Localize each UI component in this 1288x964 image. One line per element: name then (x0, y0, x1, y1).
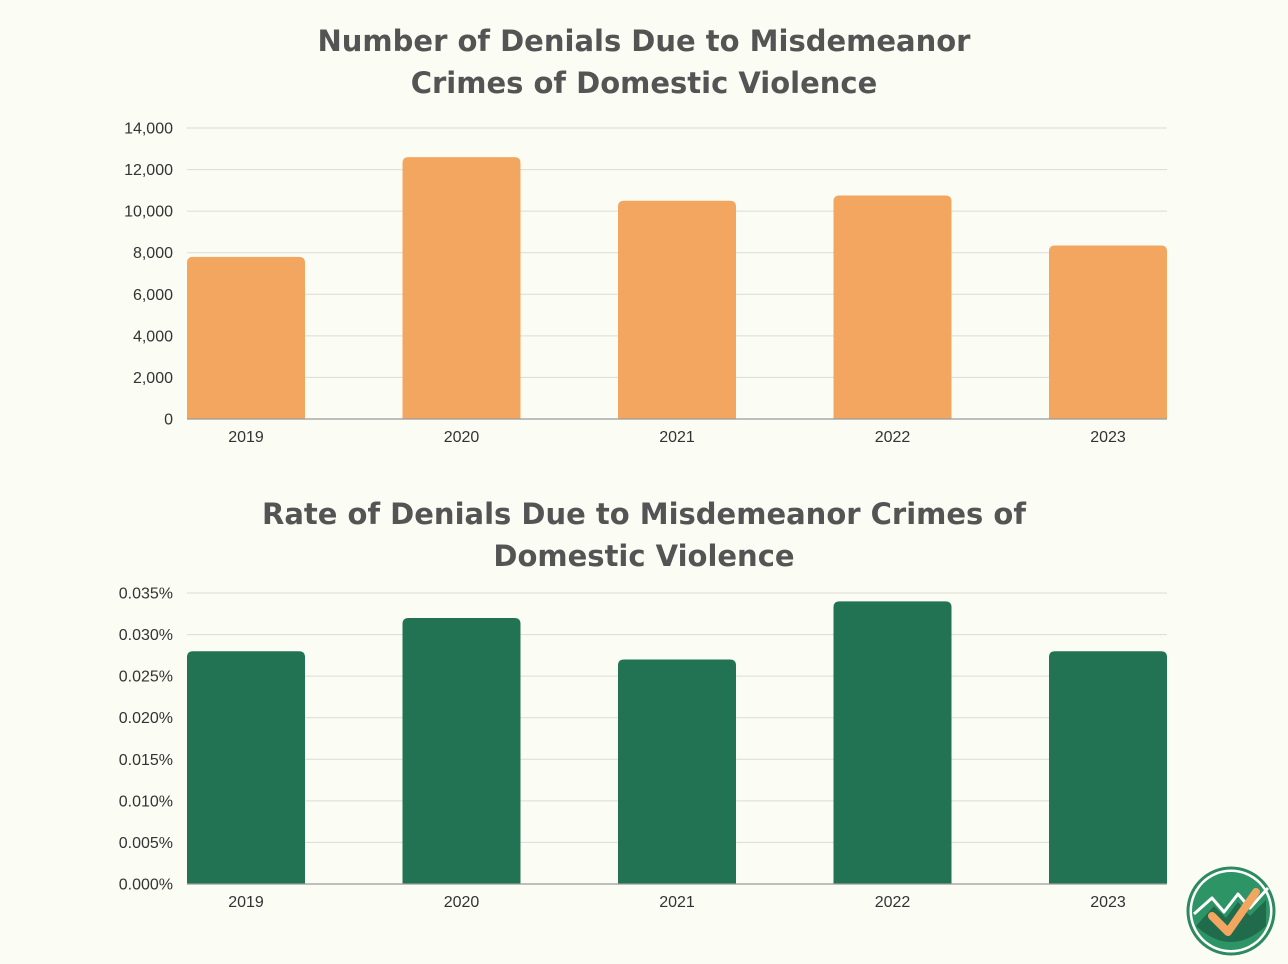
bar-2023 (1049, 651, 1167, 884)
y-tick-label: 6,000 (133, 287, 173, 304)
bar-2023 (1049, 245, 1167, 419)
y-tick-label: 0.000% (119, 877, 173, 894)
y-tick-label: 0 (164, 412, 173, 429)
y-tick-label: 12,000 (124, 162, 173, 179)
y-tick-label: 0.030% (119, 627, 173, 644)
bar-2022 (833, 601, 952, 884)
y-tick-label: 0.010% (119, 793, 173, 810)
y-tick-label: 14,000 (124, 121, 173, 138)
x-tick-label: 2022 (875, 894, 911, 911)
x-tick-label: 2019 (228, 894, 264, 911)
y-tick-label: 0.025% (119, 669, 173, 686)
chart-title-line: Number of Denials Due to Misdemeanor (317, 24, 971, 58)
chart-title-line: Crimes of Domestic Violence (410, 66, 878, 100)
bar-2021 (618, 200, 736, 419)
y-tick-label: 0.035% (119, 586, 173, 603)
checkmark-mountain-logo-icon (1186, 866, 1276, 956)
y-tick-label: 4,000 (133, 328, 173, 345)
y-tick-label: 0.020% (119, 710, 173, 727)
bar-2019 (187, 256, 305, 419)
chart-title-line: Rate of Denials Due to Misdemeanor Crime… (262, 497, 1026, 531)
y-tick-label: 0.015% (119, 752, 173, 769)
y-tick-label: 2,000 (133, 370, 173, 387)
x-tick-label: 2022 (875, 429, 911, 446)
chart-title-number-of-denials: Number of Denials Due to Misdemeanor Cri… (0, 20, 1288, 104)
y-tick-label: 8,000 (133, 245, 173, 262)
chart-title-line: Domestic Violence (493, 539, 795, 573)
bar-2020 (402, 617, 521, 884)
x-tick-label: 2019 (228, 429, 264, 446)
y-tick-label: 0.005% (119, 835, 173, 852)
bar-2022 (833, 195, 952, 419)
x-tick-label: 2020 (444, 429, 480, 446)
denials-rate-bar-chart: 0.000% 0.005% 0.010% 0.015% 0.020% 0.025% 0.03… (119, 586, 1167, 911)
denials-count-bar-chart: 0 2,000 4,000 6,000 8,000 10,000 12,000 14,000 2… (124, 121, 1167, 446)
bar-2021 (618, 659, 736, 884)
y-tick-label: 10,000 (124, 204, 173, 221)
x-tick-label: 2021 (659, 894, 695, 911)
bar-2019 (187, 651, 305, 884)
bar-2020 (402, 157, 521, 419)
x-tick-label: 2021 (659, 429, 695, 446)
x-tick-label: 2020 (444, 894, 480, 911)
x-tick-label: 2023 (1090, 429, 1126, 446)
x-tick-label: 2023 (1090, 894, 1126, 911)
chart-title-rate-of-denials: Rate of Denials Due to Misdemeanor Crime… (0, 493, 1288, 577)
